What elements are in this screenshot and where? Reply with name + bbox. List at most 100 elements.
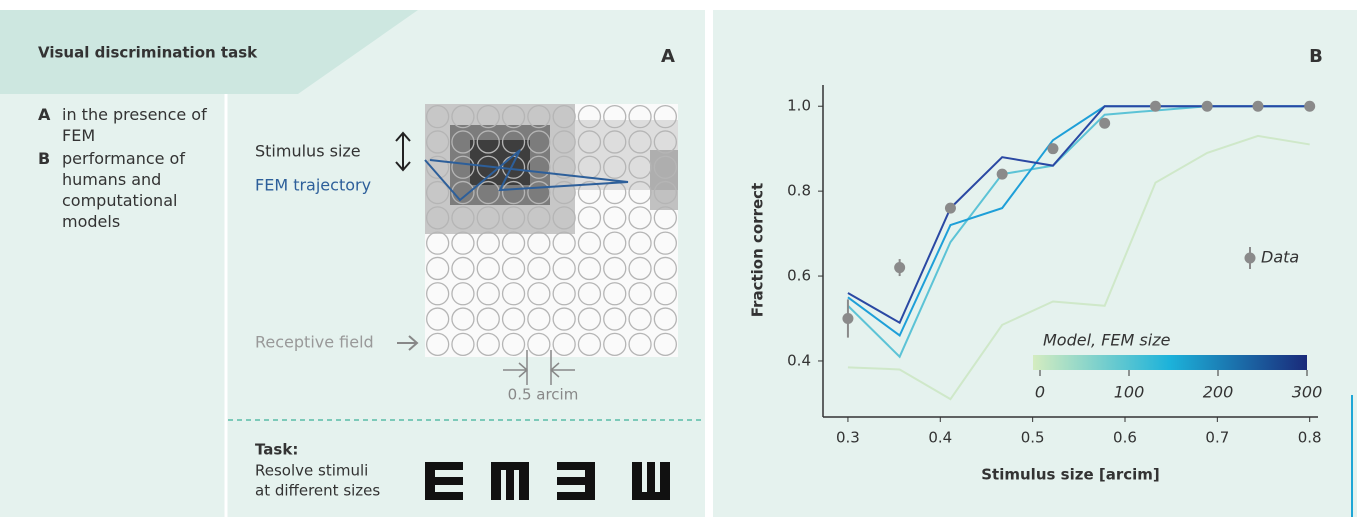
receptive-field	[476, 231, 500, 255]
receptive-field	[476, 256, 500, 281]
receptive-field	[501, 307, 526, 331]
receptive-field	[577, 307, 602, 331]
receptive-field	[603, 231, 627, 255]
panel-label: A	[661, 46, 675, 67]
panel-a-title: Visual discrimination task	[38, 44, 258, 62]
stimulus-bg	[425, 104, 678, 357]
receptive-field	[476, 180, 500, 205]
receptive-field	[552, 256, 576, 281]
y-tick-label: 0.6	[787, 267, 811, 285]
receptive-field	[501, 130, 526, 154]
receptive-field	[603, 155, 627, 179]
receptive-field	[527, 307, 551, 331]
scale-arrows	[503, 350, 575, 385]
receptive-field	[501, 105, 526, 129]
task-title: Task:	[255, 441, 298, 459]
optotypes	[425, 462, 670, 500]
receptive-field	[476, 130, 500, 154]
stimulus-image	[425, 104, 678, 357]
colorbar-tick-label: 100	[1114, 383, 1145, 402]
y-tick-label: 0.4	[787, 351, 811, 369]
receptive-field	[451, 231, 475, 255]
receptive-field	[527, 206, 551, 230]
colorbar-tick-label: 300	[1292, 383, 1323, 402]
receptive-field	[577, 105, 602, 129]
receptive-field	[603, 256, 627, 281]
receptive-field	[425, 130, 450, 154]
x-tick-label: 0.7	[1205, 429, 1229, 447]
receptive-field	[552, 155, 576, 179]
receptive-field	[603, 332, 627, 357]
receptive-field	[501, 256, 526, 281]
receptive-field	[628, 282, 652, 306]
data-point	[842, 313, 854, 325]
receptive-field	[425, 155, 450, 179]
task-line: at different sizes	[255, 482, 380, 500]
receptive-field	[501, 231, 526, 255]
size-arrow	[395, 131, 411, 172]
receptive-field	[552, 332, 576, 357]
data-point	[1201, 100, 1213, 112]
data-point	[1099, 117, 1111, 129]
receptive-field	[451, 256, 475, 281]
receptive-field	[603, 180, 627, 205]
legend-marker	[1244, 252, 1256, 264]
receptive-field	[552, 231, 576, 255]
rf-arrow	[397, 335, 419, 351]
panel-label: B	[1309, 46, 1323, 67]
optotype-e	[425, 462, 463, 500]
header-tab	[0, 10, 418, 94]
receptive-field	[653, 307, 677, 331]
receptive-field	[653, 180, 677, 205]
data-point	[944, 202, 956, 214]
receptive-field	[501, 206, 526, 230]
receptive-field	[552, 307, 576, 331]
model-line	[847, 105, 1310, 325]
receptive-field	[527, 332, 551, 357]
receptive-field	[527, 180, 551, 205]
receptive-field	[577, 180, 602, 205]
receptive-field	[628, 256, 652, 281]
model-line	[847, 134, 1310, 401]
receptive-field	[527, 105, 551, 129]
receptive-field	[476, 282, 500, 306]
receptive-field	[501, 180, 526, 205]
data-point	[894, 262, 906, 274]
receptive-field	[451, 307, 475, 331]
receptive-field	[577, 231, 602, 255]
receptive-field	[527, 282, 551, 306]
receptive-field	[603, 282, 627, 306]
receptive-field	[603, 206, 627, 230]
receptive-field	[425, 180, 450, 205]
y-tick-label: 0.8	[787, 182, 811, 200]
receptive-field	[501, 332, 526, 357]
data-point	[1149, 100, 1161, 112]
receptive-field	[527, 130, 551, 154]
receptive-field	[476, 307, 500, 331]
x-tick-label: 0.8	[1298, 429, 1322, 447]
receptive-field	[603, 130, 627, 154]
colorbar-tick-label: 0	[1035, 383, 1045, 402]
x-tick-label: 0.3	[836, 429, 860, 447]
receptive-field	[653, 332, 677, 357]
x-axis-label: Stimulus size [arcim]	[981, 466, 1159, 484]
receptive-field	[552, 282, 576, 306]
receptive-field	[628, 130, 652, 154]
receptive-field	[527, 231, 551, 255]
receptive-field	[577, 256, 602, 281]
data-point	[1047, 143, 1059, 155]
receptive-field	[577, 206, 602, 230]
receptive-field	[476, 206, 500, 230]
colorbar	[1033, 355, 1307, 370]
receptive-field	[552, 105, 576, 129]
receptive-field	[653, 231, 677, 255]
x-tick-label: 0.5	[1021, 429, 1045, 447]
receptive-field	[476, 105, 500, 129]
receptive-field	[451, 180, 475, 205]
receptive-field	[653, 155, 677, 179]
receptive-field	[425, 282, 450, 306]
receptive-field	[628, 332, 652, 357]
receptive-field	[577, 130, 602, 154]
